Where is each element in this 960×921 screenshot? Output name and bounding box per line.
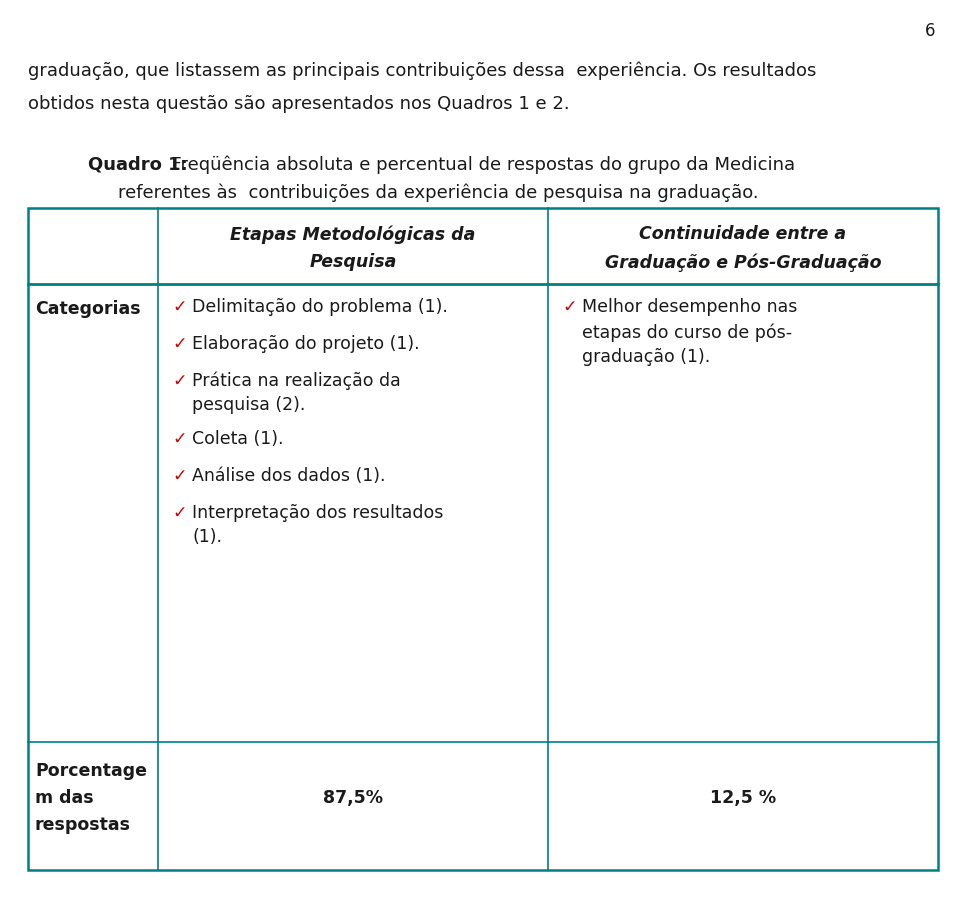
- Text: 12,5 %: 12,5 %: [710, 789, 776, 807]
- Text: Análise dos dados (1).: Análise dos dados (1).: [192, 467, 386, 485]
- Text: Elaboração do projeto (1).: Elaboração do projeto (1).: [192, 335, 420, 353]
- Text: ✓: ✓: [172, 372, 186, 390]
- Text: Melhor desempenho nas: Melhor desempenho nas: [582, 298, 798, 316]
- Text: obtidos nesta questão são apresentados nos Quadros 1 e 2.: obtidos nesta questão são apresentados n…: [28, 95, 569, 113]
- Text: graduação, que listassem as principais contribuições dessa  experiência. Os resu: graduação, que listassem as principais c…: [28, 62, 816, 80]
- Text: 6: 6: [924, 22, 935, 40]
- Text: ✓: ✓: [172, 504, 186, 522]
- Text: Pesquisa: Pesquisa: [309, 253, 396, 271]
- Text: 87,5%: 87,5%: [323, 789, 383, 807]
- Text: Interpretação dos resultados: Interpretação dos resultados: [192, 504, 444, 522]
- Text: ✓: ✓: [172, 298, 186, 316]
- Text: referentes às  contribuições da experiência de pesquisa na graduação.: referentes às contribuições da experiênc…: [118, 183, 758, 202]
- Text: etapas do curso de pós-: etapas do curso de pós-: [582, 323, 792, 342]
- Text: m das: m das: [35, 789, 94, 807]
- Text: Quadro 1:: Quadro 1:: [88, 155, 188, 173]
- Text: ✓: ✓: [172, 467, 186, 485]
- Text: (1).: (1).: [192, 528, 222, 546]
- Text: Prática na realização da: Prática na realização da: [192, 372, 400, 391]
- Text: Graduação e Pós-Graduação: Graduação e Pós-Graduação: [605, 253, 881, 272]
- Text: Categorias: Categorias: [35, 300, 140, 318]
- Text: graduação (1).: graduação (1).: [582, 348, 710, 366]
- Text: Porcentage: Porcentage: [35, 762, 147, 780]
- Text: Coleta (1).: Coleta (1).: [192, 430, 283, 448]
- Text: ✓: ✓: [562, 298, 577, 316]
- Text: Etapas Metodológicas da: Etapas Metodológicas da: [230, 225, 476, 243]
- Text: Freqüência absoluta e percentual de respostas do grupo da Medicina: Freqüência absoluta e percentual de resp…: [160, 155, 795, 173]
- Text: pesquisa (2).: pesquisa (2).: [192, 396, 305, 414]
- Text: respostas: respostas: [35, 816, 131, 834]
- Text: Continuidade entre a: Continuidade entre a: [639, 225, 847, 243]
- Text: Delimitação do problema (1).: Delimitação do problema (1).: [192, 298, 448, 316]
- Bar: [28, 208, 938, 870]
- Text: ✓: ✓: [172, 430, 186, 448]
- Text: ✓: ✓: [172, 335, 186, 353]
